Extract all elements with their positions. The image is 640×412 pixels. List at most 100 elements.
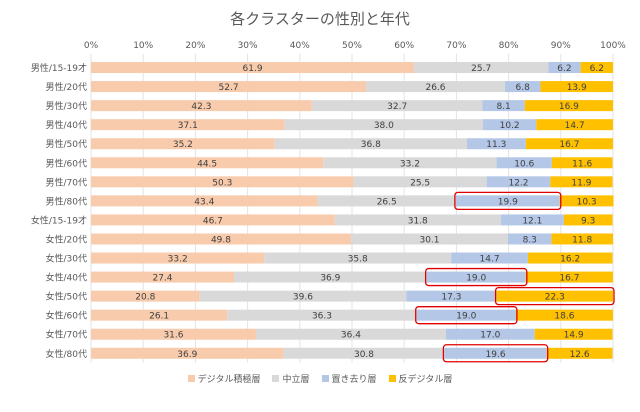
data-label: 22.3	[545, 293, 565, 303]
bar-segment	[91, 157, 324, 169]
bar-segment	[91, 271, 235, 283]
bar-segment	[426, 271, 526, 283]
category-label: 男性/40代	[46, 119, 88, 131]
bar-segment	[334, 214, 501, 226]
legend-swatch	[388, 375, 396, 382]
bar-segment	[496, 157, 552, 169]
category-label: 男性/60代	[46, 157, 88, 169]
data-label: 43.4	[194, 197, 214, 207]
data-label: 31.8	[408, 216, 428, 226]
x-tick-label: 20%	[185, 41, 205, 51]
legend-label: デジタル積極層	[197, 375, 261, 385]
bar-segment	[548, 62, 581, 74]
highlight-box	[494, 286, 615, 306]
category-label: 女性/60代	[46, 310, 88, 322]
bar-segment	[91, 81, 367, 93]
x-tick-label: 50%	[342, 41, 362, 51]
data-label: 14.9	[564, 331, 584, 341]
data-label: 16.7	[559, 140, 579, 150]
legend-label: 置き去り層	[331, 375, 377, 385]
bar-segment	[91, 176, 354, 188]
bar-segment	[546, 347, 613, 359]
data-label: 35.2	[173, 140, 193, 150]
legend-label: 反デジタル層	[398, 375, 453, 385]
data-label: 19.6	[486, 350, 506, 360]
chart-title: 各クラスターの性別と年代	[230, 10, 410, 28]
data-label: 35.8	[348, 255, 368, 265]
bar-segment	[91, 328, 256, 340]
data-label: 12.2	[508, 178, 528, 188]
data-label: 20.8	[135, 293, 155, 303]
bar-segment	[317, 195, 456, 207]
data-label: 36.3	[312, 312, 332, 322]
data-label: 36.8	[361, 140, 381, 150]
data-label: 10.6	[514, 159, 534, 169]
bar-segment	[91, 347, 284, 359]
data-label: 39.6	[293, 293, 313, 303]
bar-segment	[508, 233, 552, 245]
bar-segment	[416, 309, 516, 321]
x-tick-label: 0%	[84, 41, 99, 51]
data-label: 17.0	[480, 331, 500, 341]
legend-swatch	[272, 375, 280, 382]
data-label: 12.6	[570, 350, 590, 360]
bar-segment	[466, 138, 526, 150]
data-label: 52.7	[219, 83, 239, 93]
data-label: 25.5	[410, 178, 430, 188]
bar-segment	[527, 252, 613, 264]
bar-segment	[91, 138, 275, 150]
bar-segment	[91, 119, 285, 131]
bar-segment	[227, 309, 417, 321]
data-label: 26.1	[149, 312, 169, 322]
category-label: 女性/70代	[46, 329, 88, 341]
bar-segment	[406, 290, 497, 302]
x-tick-label: 90%	[551, 41, 571, 51]
data-label: 18.6	[554, 312, 574, 322]
data-label: 30.8	[354, 350, 374, 360]
data-label: 33.2	[400, 159, 420, 169]
bar-segment	[504, 81, 541, 93]
bar-segment	[91, 252, 265, 264]
bar-segment	[255, 328, 446, 340]
data-label: 8.3	[523, 235, 537, 245]
legend: デジタル積極層 中立層 置き去り層 反デジタル層	[0, 372, 640, 385]
legend-label: 中立層	[282, 375, 310, 385]
x-tick-label: 10%	[133, 41, 153, 51]
data-label: 14.7	[480, 255, 500, 265]
x-tick-label: 70%	[446, 41, 466, 51]
legend-item: 反デジタル層	[388, 372, 453, 385]
bar-segment	[482, 100, 525, 112]
bar-segment	[500, 214, 564, 226]
data-label: 44.5	[197, 159, 217, 169]
bar-segment	[455, 195, 560, 207]
data-label: 11.8	[572, 235, 592, 245]
category-label: 男性/15-19才	[31, 62, 87, 74]
x-tick-label: 80%	[499, 41, 519, 51]
data-label: 11.6	[572, 159, 592, 169]
bar-segment	[91, 214, 335, 226]
bar-segment	[414, 62, 549, 74]
data-label: 42.3	[191, 102, 211, 112]
bar-segment	[350, 233, 509, 245]
data-label: 30.1	[419, 235, 439, 245]
data-label: 16.9	[559, 102, 579, 112]
data-label: 10.3	[577, 197, 597, 207]
bar-segment	[525, 138, 613, 150]
x-tick-label: 30%	[238, 41, 258, 51]
category-label: 女性/15-19才	[31, 214, 87, 226]
data-label: 61.9	[243, 64, 263, 74]
data-label: 11.9	[571, 178, 591, 188]
bar-segment	[536, 119, 613, 131]
bar-segment	[550, 176, 613, 188]
bar-segment	[515, 309, 613, 321]
x-tick-label: 100%	[600, 41, 626, 51]
data-label: 12.1	[522, 216, 542, 226]
data-label: 31.6	[163, 331, 183, 341]
data-label: 26.6	[425, 83, 445, 93]
highlight-box	[415, 306, 518, 325]
data-label: 17.3	[441, 293, 461, 303]
data-label: 25.7	[471, 64, 491, 74]
data-label: 16.2	[560, 255, 580, 265]
bar-segment	[540, 81, 613, 93]
